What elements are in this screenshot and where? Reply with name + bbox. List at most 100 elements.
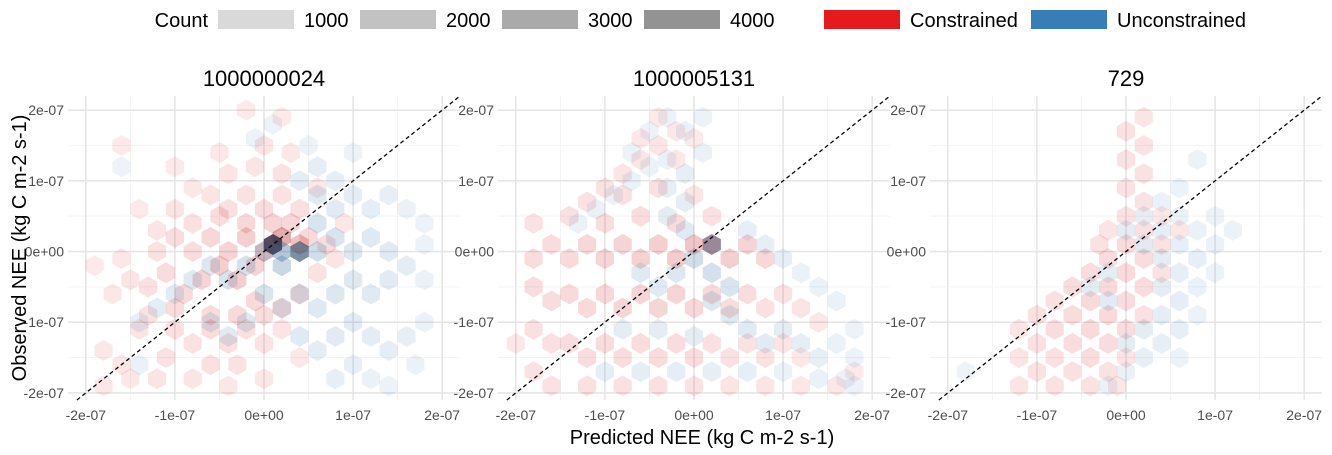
hex-bin <box>317 234 336 255</box>
hex-bin <box>1223 219 1242 241</box>
hex-bin <box>272 255 291 277</box>
hex-bin <box>542 290 561 312</box>
x-tick-label: -1e-07 <box>155 407 196 423</box>
hex-bin <box>272 318 291 340</box>
hex-bin <box>658 205 677 227</box>
hex-bin <box>1152 262 1171 284</box>
panel-title: 729 <box>1108 66 1145 91</box>
hex-bin <box>148 241 167 262</box>
hex-bin <box>809 311 828 333</box>
hex-bin <box>595 177 614 199</box>
hex-bin <box>228 269 247 291</box>
hex-bin <box>246 290 265 312</box>
hex-bin <box>1045 375 1064 397</box>
x-tick-label: -1e-07 <box>1017 407 1058 423</box>
hex-bin <box>791 262 810 284</box>
hex-bin <box>326 248 345 270</box>
hex-bin <box>756 332 775 354</box>
hex-bin <box>1063 332 1082 354</box>
series-unconstrained <box>112 113 434 397</box>
y-tick-label: 1e-07 <box>458 173 494 189</box>
hex-bin <box>379 184 398 206</box>
hex-bin <box>344 184 363 206</box>
hex-bin <box>524 318 543 340</box>
hex-bin <box>1081 276 1100 298</box>
hex-bin <box>1045 347 1064 369</box>
hex-bin <box>667 262 686 284</box>
x-tick-label: 2e-07 <box>424 407 460 423</box>
hex-bin <box>774 318 793 340</box>
hex-bin <box>756 248 775 270</box>
hex-bin <box>165 226 184 248</box>
legend-count-swatch-1 <box>218 10 294 29</box>
hex-bin <box>667 212 686 234</box>
hex-bin <box>524 212 543 234</box>
hex-bin <box>183 241 202 262</box>
hex-bin <box>1134 135 1153 156</box>
hex-bin <box>237 184 256 206</box>
hex-bin <box>1152 234 1171 255</box>
hex-bin <box>720 297 739 319</box>
hex-bin <box>290 198 309 220</box>
hex-bin <box>827 290 846 312</box>
hex-bin <box>845 318 864 340</box>
hex-bin <box>631 149 650 171</box>
hex-bin <box>397 255 416 277</box>
hex-bin <box>1081 290 1100 312</box>
hex-bin <box>361 226 380 248</box>
hex-bin <box>121 368 140 390</box>
hex-bin <box>684 347 704 369</box>
hex-bin <box>406 354 425 376</box>
hex-bin <box>139 304 158 326</box>
hex-bin <box>738 234 757 255</box>
hex-bin <box>756 347 775 369</box>
legend-count-swatch-2 <box>360 10 436 29</box>
hex-bin <box>165 156 184 178</box>
hex-bin <box>631 205 650 227</box>
hex-bin <box>1152 191 1171 213</box>
hex-bin <box>272 297 291 319</box>
hex-bin <box>738 361 757 383</box>
hex-bin <box>1134 276 1153 298</box>
hex-bin <box>667 149 686 171</box>
hex-bin <box>156 262 176 284</box>
hex-bin <box>130 318 149 340</box>
hex-bin <box>1081 262 1100 284</box>
y-tick-label: 0e+00 <box>887 244 927 260</box>
hex-bin <box>542 332 561 354</box>
hex-bin <box>1116 219 1136 241</box>
hex-bin <box>676 120 695 142</box>
panel-ticks: -2e-07 -1e-07 0e+00 1e-07 2e-07 -2e-07 -1e-07 0… <box>454 102 891 423</box>
hex-bin <box>676 219 695 241</box>
hex-bin <box>192 269 211 291</box>
legend: Count 1000 2000 3000 4000 Constrained Uncons… <box>155 10 1246 32</box>
hex-bin <box>1116 149 1136 171</box>
legend-count-swatch-4 <box>644 10 720 29</box>
hex-bin <box>379 269 398 291</box>
hex-bin <box>622 142 641 164</box>
hex-bin <box>112 156 131 178</box>
hex-bin <box>1170 290 1189 312</box>
hex-bin <box>183 368 202 390</box>
hex-bin <box>684 184 704 206</box>
hex-bin <box>361 368 380 390</box>
panel-grid <box>498 96 890 400</box>
y-tick-label: 1e-07 <box>28 173 64 189</box>
hex-bin <box>667 248 686 270</box>
hex-bin <box>1134 163 1153 185</box>
hex-bin <box>560 332 579 354</box>
hex-bin <box>299 135 318 156</box>
hex-bin <box>524 248 543 270</box>
hex-bin <box>658 106 677 128</box>
hex-bin <box>94 375 113 397</box>
hex-bin <box>649 177 668 199</box>
series-constrained <box>506 106 864 397</box>
x-tick-label: -2e-07 <box>496 407 537 423</box>
hex-bin <box>720 375 739 397</box>
hex-bin <box>631 127 650 149</box>
legend-constrained-swatch <box>824 10 900 29</box>
hex-bin <box>1099 262 1118 284</box>
hex-bin <box>130 311 149 333</box>
hex-bin <box>631 262 650 284</box>
